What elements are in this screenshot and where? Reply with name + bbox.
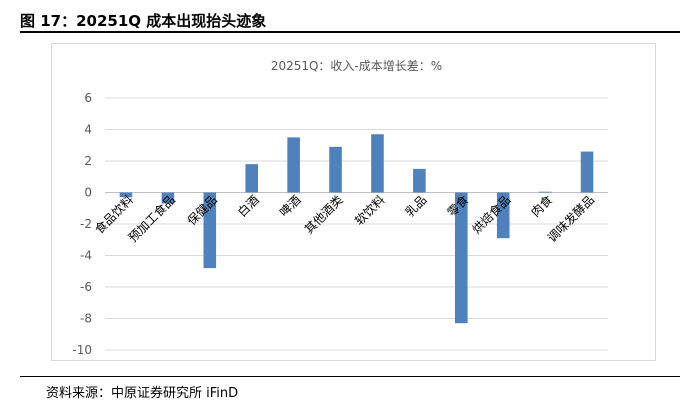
figure-header: 图 17：20251Q 成本出现抬头迹象	[20, 8, 680, 32]
bar	[287, 137, 300, 193]
bar	[413, 168, 426, 193]
category-label: 其他酒类	[302, 193, 346, 237]
y-tick-label: 4	[84, 123, 92, 137]
figure-title: 图 17：20251Q 成本出现抬头迹象	[20, 12, 267, 30]
bar	[329, 146, 342, 193]
y-tick-label: 0	[84, 186, 92, 200]
y-tick-label: -2	[80, 217, 92, 231]
bar	[161, 192, 175, 204]
y-tick-label: -10	[72, 343, 92, 357]
bar	[455, 192, 468, 324]
category-label: 食品饮料	[92, 192, 137, 237]
y-tick-label: 2	[84, 154, 92, 168]
bar	[119, 192, 133, 198]
bar	[538, 191, 552, 193]
category-label: 乳品	[403, 193, 430, 220]
bar	[245, 164, 258, 193]
y-tick-label: -6	[80, 280, 92, 294]
bar	[580, 151, 594, 193]
category-label: 白酒	[234, 192, 262, 220]
category-label: 软饮料	[352, 193, 387, 228]
chart-title: 20251Q：收入-成本增长差：%	[271, 59, 442, 73]
bar	[371, 134, 384, 193]
y-tick-label: 6	[84, 91, 92, 105]
y-tick-label: -4	[80, 249, 92, 263]
category-label: 啤酒	[276, 192, 304, 220]
source-note: 资料来源：中原证券研究所 iFinD	[46, 386, 239, 401]
footer-rule	[20, 376, 680, 377]
category-label: 肉食	[528, 192, 556, 220]
bar	[203, 192, 217, 269]
chart-frame	[51, 43, 656, 361]
bar	[496, 192, 510, 239]
header-rule	[20, 31, 680, 33]
y-tick-label: -8	[80, 312, 92, 326]
